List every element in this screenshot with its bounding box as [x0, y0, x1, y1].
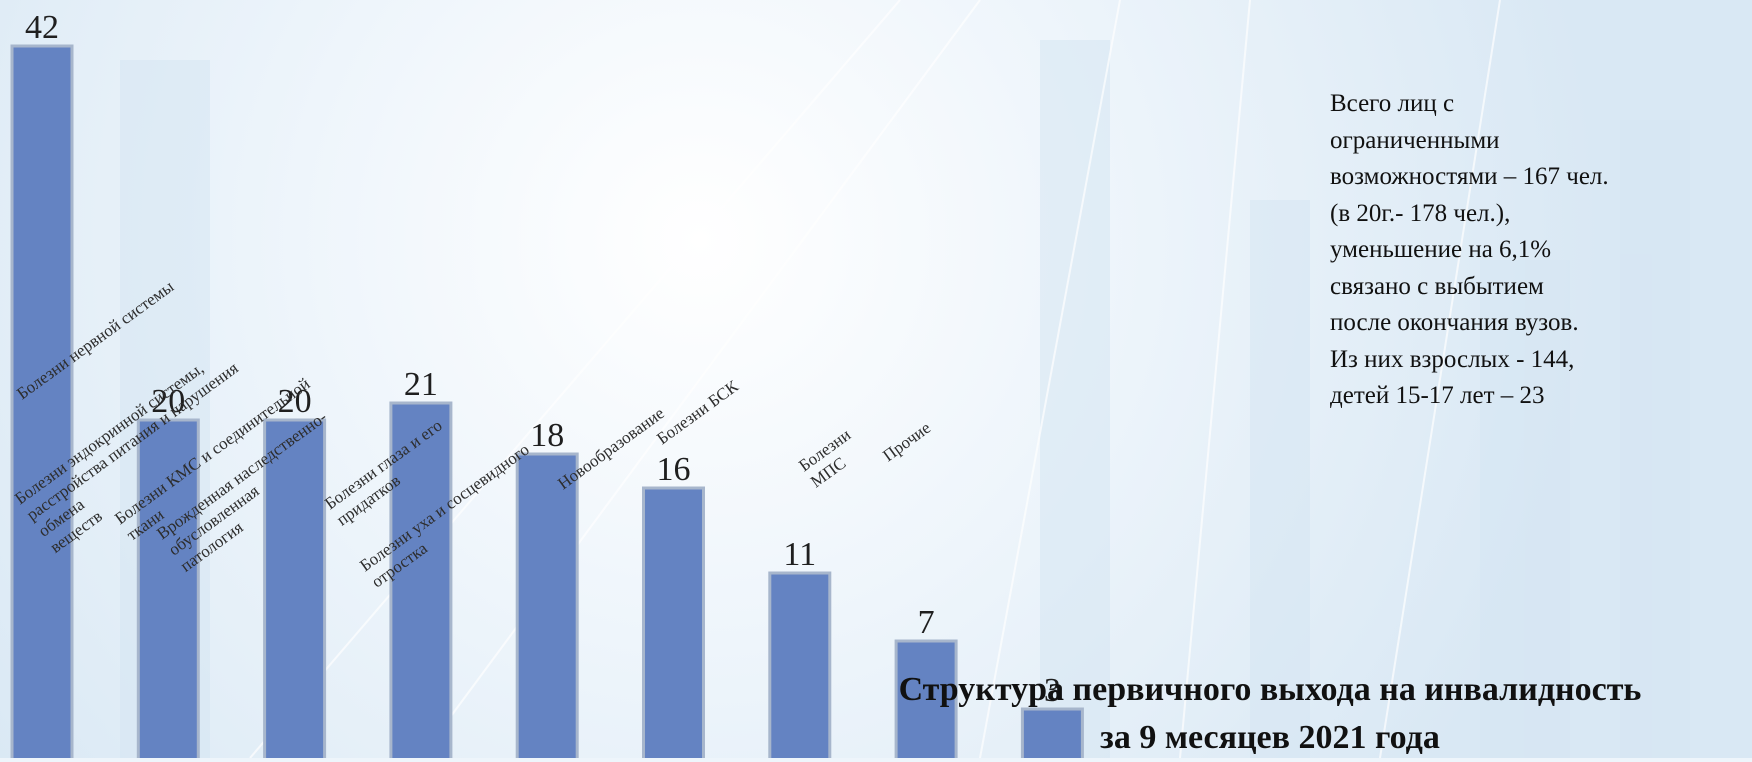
bars-group: [10, 44, 1084, 758]
summary-line: детей 15-17 лет – 23: [1330, 382, 1545, 409]
bar-value-label: 20: [151, 383, 185, 420]
bar-value-label: 21: [404, 366, 438, 403]
bar: [768, 571, 832, 758]
summary-line: связано с выбытием: [1330, 272, 1544, 300]
bar: [642, 486, 705, 758]
category-label: БолезниМПС: [795, 425, 866, 491]
summary-line: Из них взрослых - 144,: [1330, 345, 1575, 373]
bar-value-label: 3: [1044, 672, 1061, 709]
bar-value-label: 16: [657, 451, 691, 488]
bar-value-label: 11: [783, 536, 816, 573]
bar-value-label: 20: [278, 383, 312, 420]
bar: [894, 639, 958, 758]
summary-note: Всего лиц с ограниченными возможностями …: [1330, 86, 1740, 415]
category-label-line: Прочие: [879, 418, 934, 465]
summary-line: ограниченными: [1330, 126, 1500, 154]
category-label-line: Болезни БСК: [653, 376, 742, 448]
summary-line: Всего лиц с: [1330, 90, 1455, 117]
summary-line: после окончания вузов.: [1330, 309, 1579, 336]
bar: [515, 452, 579, 758]
category-label: Новообразование: [554, 403, 668, 493]
summary-line: уменьшение на 6,1%: [1330, 236, 1552, 263]
chart-title-line: за 9 месяцев 2021 года: [1100, 719, 1440, 756]
summary-line: возможностями – 167 чел.: [1330, 163, 1609, 190]
bar: [389, 401, 453, 758]
category-label: Прочие: [879, 418, 934, 465]
chart-title: Структура первичного выхода на инвалидно…: [790, 666, 1750, 762]
value-labels-group: 42 20 20 21 18 16 11 7 3: [25, 9, 1061, 709]
bar: [10, 44, 74, 758]
bar-value-label: 42: [25, 9, 59, 46]
bar-value-label: 7: [918, 604, 935, 641]
bar-value-label: 18: [530, 417, 564, 454]
category-label-line: Новообразование: [554, 403, 668, 493]
category-label: Болезни БСК: [653, 376, 742, 448]
chart-title-line: Структура первичного выхода на инвалидно…: [898, 671, 1642, 708]
bar: [136, 418, 200, 758]
bar: [1020, 707, 1084, 758]
bar: [263, 418, 327, 758]
summary-line: (в 20г.- 178 чел.),: [1330, 199, 1511, 227]
